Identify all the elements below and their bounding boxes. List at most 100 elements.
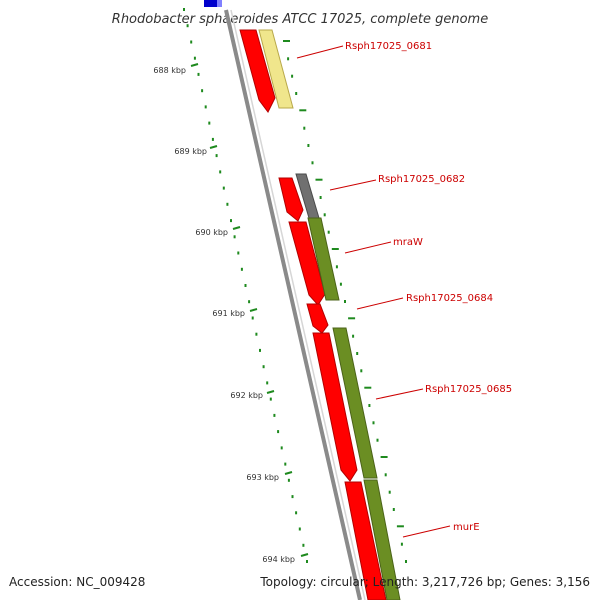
tick-mark bbox=[300, 553, 309, 557]
ruler-dot bbox=[283, 40, 290, 42]
ruler-dot bbox=[303, 126, 306, 130]
ruler-dot bbox=[368, 404, 371, 407]
ruler-dot bbox=[396, 525, 404, 528]
ruler-dot bbox=[240, 267, 243, 271]
genome-summary-text: Topology: circular; Length: 3,217,726 bp… bbox=[259, 575, 590, 589]
ruler-dot bbox=[280, 446, 283, 450]
ruler-dot bbox=[266, 381, 269, 385]
gene-feature-green[interactable] bbox=[307, 217, 340, 301]
gene-feature-green[interactable] bbox=[332, 327, 378, 479]
tick-mark bbox=[249, 308, 258, 312]
ruler-dot bbox=[237, 251, 240, 255]
ruler-dot bbox=[259, 348, 261, 352]
ruler-dot bbox=[311, 161, 314, 165]
cds-arrow[interactable] bbox=[278, 177, 304, 222]
gene-strand-ruler bbox=[283, 40, 407, 563]
cds-track bbox=[239, 29, 387, 600]
tick-mark bbox=[232, 226, 241, 230]
tick-mark bbox=[209, 145, 218, 149]
ruler-dot bbox=[277, 430, 280, 434]
ruler-dot bbox=[339, 282, 342, 286]
ruler-dot bbox=[405, 560, 407, 563]
ruler-dot bbox=[380, 456, 388, 458]
gene-label[interactable]: mraW bbox=[393, 237, 423, 248]
gene-label[interactable]: Rsph17025_0684 bbox=[406, 293, 493, 304]
tick-label: 693 kbp bbox=[246, 473, 279, 482]
ruler-dot bbox=[197, 72, 200, 76]
gene-label[interactable]: Rsph17025_0685 bbox=[425, 384, 512, 395]
ruler-dot bbox=[190, 40, 193, 44]
ruler-dot bbox=[331, 248, 339, 250]
accession-text: Accession: NC_009428 bbox=[9, 575, 145, 589]
ruler-dot bbox=[222, 186, 225, 190]
ruler-dot bbox=[302, 543, 305, 547]
genome-title: Rhodobacter sphaeroides ATCC 17025, comp… bbox=[112, 12, 488, 27]
ruler-dot bbox=[287, 478, 290, 482]
tick-group: 688 kbp 689 kbp 690 kbp 691 kbp 692 kbp … bbox=[153, 63, 309, 564]
ruler-dot bbox=[211, 137, 214, 141]
tick-label: 688 kbp bbox=[153, 66, 186, 75]
label-leader bbox=[296, 45, 344, 59]
label-leader bbox=[329, 179, 377, 191]
gene-fragment-blue-tip bbox=[217, 0, 222, 7]
ruler-dot bbox=[255, 332, 258, 336]
cds-arrow[interactable] bbox=[344, 481, 387, 600]
ruler-dot bbox=[315, 178, 323, 181]
ruler-dot bbox=[251, 316, 254, 320]
ruler-dot bbox=[376, 438, 379, 442]
gene-track bbox=[258, 29, 401, 600]
ruler-dot bbox=[306, 560, 308, 563]
label-leader bbox=[356, 297, 404, 310]
gene-fragment-blue[interactable] bbox=[204, 0, 220, 7]
ruler-dot bbox=[244, 284, 247, 287]
ruler-dot bbox=[307, 144, 310, 147]
tick-mark bbox=[190, 63, 199, 67]
ruler-dot bbox=[356, 352, 359, 355]
ruler-dot bbox=[284, 462, 287, 466]
ruler-dot bbox=[215, 154, 218, 158]
gene-label[interactable]: Rsph17025_0681 bbox=[345, 41, 432, 52]
ruler-dot bbox=[335, 265, 338, 269]
ruler-dot bbox=[360, 369, 363, 373]
cds-arrow[interactable] bbox=[288, 221, 326, 306]
label-leader bbox=[402, 525, 451, 538]
ruler-dot bbox=[295, 92, 298, 95]
ruler-dot bbox=[364, 386, 372, 389]
ruler-dot bbox=[273, 413, 276, 417]
ruler-dot bbox=[384, 473, 387, 477]
cds-arrow[interactable] bbox=[306, 303, 329, 334]
gene-feature-green[interactable] bbox=[363, 479, 401, 600]
tick-label: 694 kbp bbox=[262, 555, 295, 564]
tick-mark bbox=[284, 471, 293, 475]
gene-label[interactable]: murE bbox=[453, 522, 480, 533]
ruler-dot bbox=[299, 109, 307, 112]
tick-label: 691 kbp bbox=[212, 309, 245, 318]
ruler-dot bbox=[348, 317, 356, 320]
ruler-dot bbox=[219, 170, 222, 174]
gene-label[interactable]: Rsph17025_0682 bbox=[378, 174, 465, 185]
ruler-dot bbox=[291, 495, 294, 499]
label-leader bbox=[375, 388, 424, 400]
ruler-dot bbox=[208, 121, 211, 125]
cds-arrow[interactable] bbox=[312, 332, 358, 482]
ruler-dot bbox=[233, 235, 236, 239]
ruler-dot bbox=[193, 56, 196, 60]
ruler-dot bbox=[183, 8, 185, 11]
ruler-dot bbox=[344, 300, 346, 303]
ruler-dot bbox=[392, 508, 395, 511]
tick-label: 689 kbp bbox=[174, 147, 207, 156]
label-leader bbox=[344, 241, 392, 254]
ruler-dot bbox=[372, 421, 375, 425]
gene-feature-yellow[interactable] bbox=[258, 29, 294, 109]
ruler-dot bbox=[291, 74, 294, 78]
scale-ruler bbox=[183, 8, 308, 563]
ruler-dot bbox=[287, 57, 290, 61]
ruler-dot bbox=[269, 397, 272, 401]
gene-labels: Rsph17025_0681 Rsph17025_0682 mraW Rsph1… bbox=[296, 41, 512, 538]
cds-arrow[interactable] bbox=[239, 29, 276, 113]
ruler-dot bbox=[400, 542, 403, 546]
tick-label: 690 kbp bbox=[195, 228, 228, 237]
ruler-dot bbox=[248, 300, 251, 304]
ruler-dot bbox=[298, 527, 301, 531]
ruler-dot bbox=[295, 511, 298, 515]
